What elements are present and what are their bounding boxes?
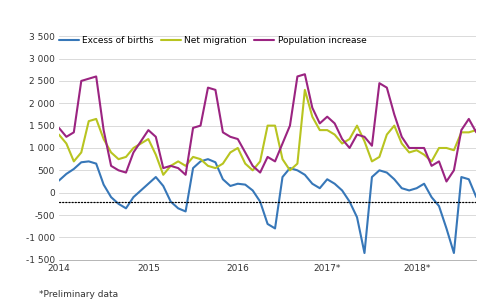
Net migration <box>79 151 84 154</box>
Population increase <box>56 126 62 130</box>
Excess of births <box>79 160 84 164</box>
Excess of births <box>347 200 353 204</box>
Population increase <box>347 146 353 150</box>
Line: Excess of births: Excess of births <box>59 159 476 253</box>
Population increase <box>79 79 84 83</box>
Net migration <box>161 173 166 177</box>
Legend: Excess of births, Net migration, Population increase: Excess of births, Net migration, Populat… <box>59 36 367 45</box>
Excess of births <box>473 195 479 199</box>
Net migration <box>473 128 479 132</box>
Excess of births <box>354 215 360 219</box>
Population increase <box>168 164 174 168</box>
Net migration <box>361 140 367 143</box>
Population increase <box>302 72 308 76</box>
Net migration <box>175 159 181 163</box>
Net migration <box>354 124 360 127</box>
Excess of births <box>242 183 248 186</box>
Excess of births <box>71 167 77 171</box>
Line: Population increase: Population increase <box>59 74 476 182</box>
Net migration <box>302 88 308 92</box>
Population increase <box>71 130 77 134</box>
Excess of births <box>56 179 62 182</box>
Population increase <box>443 180 449 183</box>
Line: Net migration: Net migration <box>59 90 476 175</box>
Excess of births <box>205 157 211 161</box>
Population increase <box>235 137 241 141</box>
Population increase <box>354 133 360 137</box>
Excess of births <box>168 200 174 204</box>
Net migration <box>71 159 77 163</box>
Text: *Preliminary data: *Preliminary data <box>39 290 118 299</box>
Net migration <box>242 162 248 165</box>
Excess of births <box>361 251 367 255</box>
Population increase <box>473 130 479 134</box>
Net migration <box>56 133 62 137</box>
